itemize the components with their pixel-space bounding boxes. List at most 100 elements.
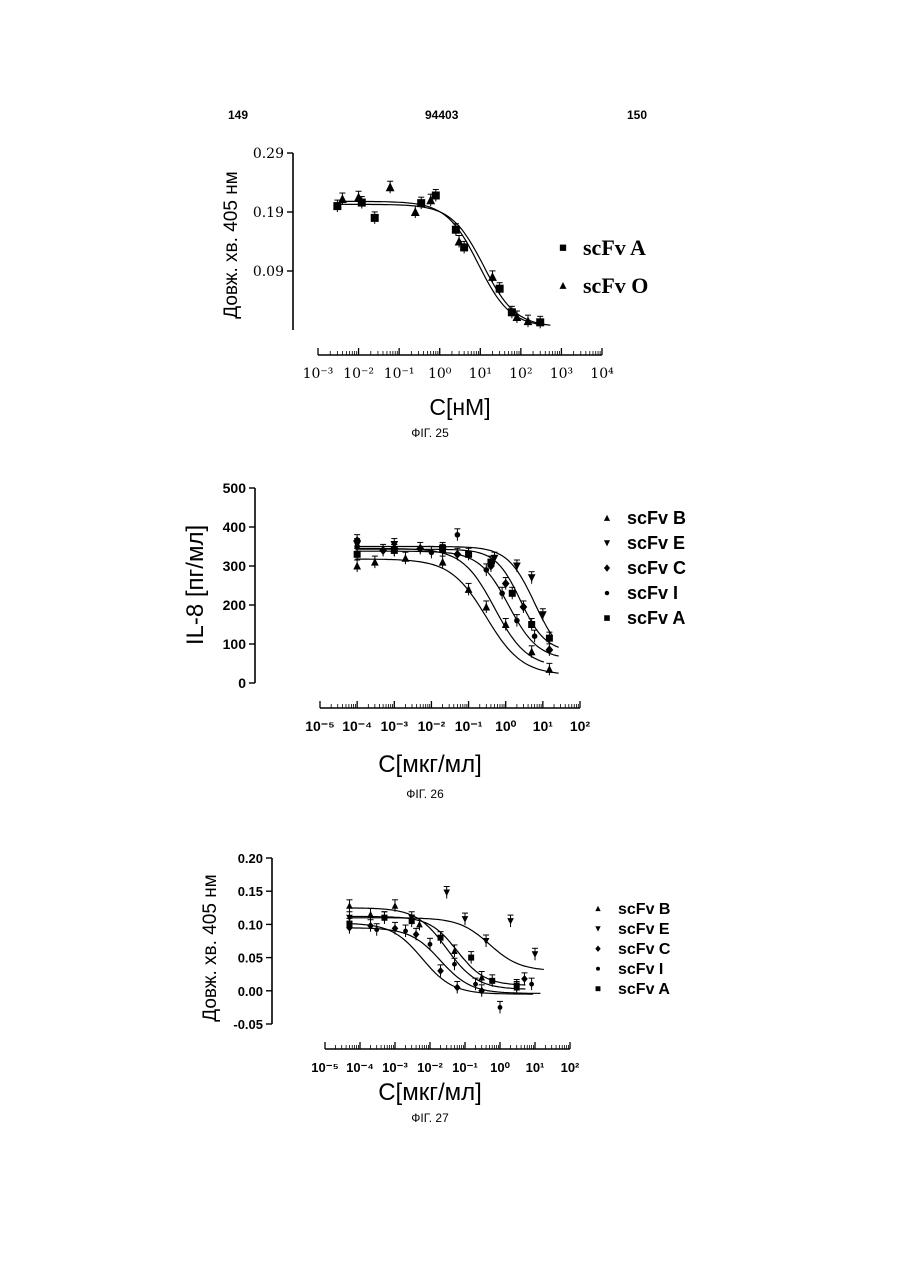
data-point bbox=[528, 574, 536, 582]
fit-curve bbox=[335, 204, 550, 325]
legend-label: scFv C bbox=[618, 941, 671, 958]
y-axis-label: IL-8 [пг/мл] bbox=[182, 525, 209, 645]
data-point bbox=[528, 621, 535, 628]
data-point bbox=[468, 955, 474, 961]
series-scfv-b bbox=[346, 900, 525, 994]
y-tick-label: 300 bbox=[223, 558, 247, 574]
data-point bbox=[473, 982, 478, 987]
data-point bbox=[462, 916, 469, 923]
data-point bbox=[546, 635, 553, 642]
x-tick-label: 10⁻³ bbox=[380, 718, 408, 734]
series-scfv-c bbox=[353, 535, 558, 656]
data-point bbox=[529, 982, 534, 987]
data-point bbox=[499, 591, 505, 597]
x-tick-label: 10⁻³ bbox=[303, 366, 334, 382]
x-tick-label: 10² bbox=[570, 718, 591, 734]
x-tick-label: 10⁴ bbox=[590, 366, 614, 382]
x-tick-label: 10⁻² bbox=[417, 1060, 443, 1075]
legend-entry: scFv O bbox=[560, 273, 649, 298]
data-point bbox=[604, 515, 610, 521]
legend-label: scFv I bbox=[627, 583, 678, 603]
data-point bbox=[403, 929, 408, 934]
data-point bbox=[333, 202, 341, 210]
data-point bbox=[439, 558, 447, 566]
x-tick-label: 10⁻⁵ bbox=[311, 1060, 338, 1075]
y-tick-label: 0.15 bbox=[238, 884, 263, 899]
data-point bbox=[560, 282, 567, 289]
legend-entry: scFv I bbox=[596, 961, 663, 978]
x-tick-label: 10⁻¹ bbox=[384, 366, 415, 382]
x-tick-label: 10¹ bbox=[469, 366, 492, 382]
data-point bbox=[455, 532, 461, 538]
data-point bbox=[346, 921, 352, 927]
x-tick-label: 10⁻¹ bbox=[455, 718, 483, 734]
data-point bbox=[536, 318, 544, 326]
data-point bbox=[437, 967, 444, 975]
series-scfv-a bbox=[333, 189, 550, 328]
legend-entry: scFv I bbox=[605, 583, 678, 603]
x-tick-label: 10⁻⁴ bbox=[346, 1060, 374, 1075]
x-tick-label: 10⁰ bbox=[428, 366, 452, 382]
x-tick-label: 10¹ bbox=[533, 718, 554, 734]
y-tick-label: 0.05 bbox=[238, 951, 263, 966]
x-tick-label: 10⁻² bbox=[418, 718, 446, 734]
x-tick-label: 10⁻¹ bbox=[452, 1060, 478, 1075]
y-axis-label: Довж. хв. 405 нм bbox=[221, 171, 242, 318]
data-point bbox=[546, 665, 554, 673]
y-tick-label: -0.05 bbox=[233, 1017, 263, 1032]
data-point bbox=[439, 545, 446, 552]
legend-entry: scFv A bbox=[560, 235, 646, 260]
data-point bbox=[507, 918, 514, 925]
x-tick-label: 10² bbox=[561, 1060, 580, 1075]
y-tick-label: 200 bbox=[223, 597, 247, 613]
y-tick-label: 100 bbox=[223, 636, 247, 652]
y-axis-label: Довж. хв. 405 нм bbox=[200, 874, 221, 1021]
x-tick-label: 10⁻⁴ bbox=[342, 718, 372, 734]
data-point bbox=[560, 245, 566, 251]
legend-label: scFv E bbox=[627, 533, 685, 553]
data-point bbox=[514, 982, 520, 988]
x-tick-label: 10² bbox=[509, 366, 532, 382]
legend-entry: scFv C bbox=[595, 941, 671, 958]
x-axis-label: С[мкг/мл] bbox=[378, 1079, 482, 1106]
data-point bbox=[595, 906, 600, 911]
y-tick-label: 0.19 bbox=[253, 205, 284, 221]
fit-curve bbox=[355, 551, 558, 656]
figure-25: 0.290.190.0910⁻³10⁻²10⁻¹10⁰10¹10²10³10⁴Д… bbox=[221, 146, 648, 440]
x-axis-label: С[нМ] bbox=[429, 394, 490, 420]
data-point bbox=[443, 890, 450, 897]
data-point bbox=[452, 962, 457, 967]
legend-label: scFv O bbox=[583, 273, 648, 298]
legend-label: scFv I bbox=[618, 961, 663, 978]
legend-label: scFv B bbox=[627, 508, 686, 528]
data-point bbox=[379, 546, 387, 555]
data-point bbox=[354, 551, 361, 558]
data-point bbox=[392, 902, 399, 909]
data-point bbox=[521, 975, 528, 983]
data-point bbox=[386, 182, 395, 191]
data-point bbox=[402, 554, 410, 562]
x-axis-label: С[мкг/мл] bbox=[378, 751, 482, 778]
data-point bbox=[432, 191, 440, 199]
data-point bbox=[483, 567, 489, 573]
legend-label: scFv E bbox=[618, 921, 670, 938]
data-point bbox=[502, 579, 510, 588]
x-tick-label: 10⁻⁵ bbox=[305, 718, 335, 734]
y-tick-label: 500 bbox=[223, 480, 247, 496]
data-point bbox=[605, 591, 609, 595]
data-point bbox=[411, 207, 420, 216]
legend-label: scFv B bbox=[618, 901, 670, 918]
data-point bbox=[498, 1005, 503, 1010]
legend-entry: scFv B bbox=[595, 901, 670, 918]
data-point bbox=[532, 951, 539, 958]
data-point bbox=[438, 935, 444, 941]
data-point bbox=[595, 926, 600, 931]
x-tick-label: 10⁰ bbox=[490, 1060, 510, 1075]
legend-entry: scFv C bbox=[604, 558, 686, 578]
legend-label: scFv A bbox=[627, 608, 685, 628]
data-point bbox=[465, 551, 472, 558]
data-point bbox=[532, 633, 538, 639]
data-point bbox=[409, 918, 415, 924]
legend-label: scFv A bbox=[618, 981, 670, 998]
y-tick-label: 0.29 bbox=[253, 146, 284, 162]
